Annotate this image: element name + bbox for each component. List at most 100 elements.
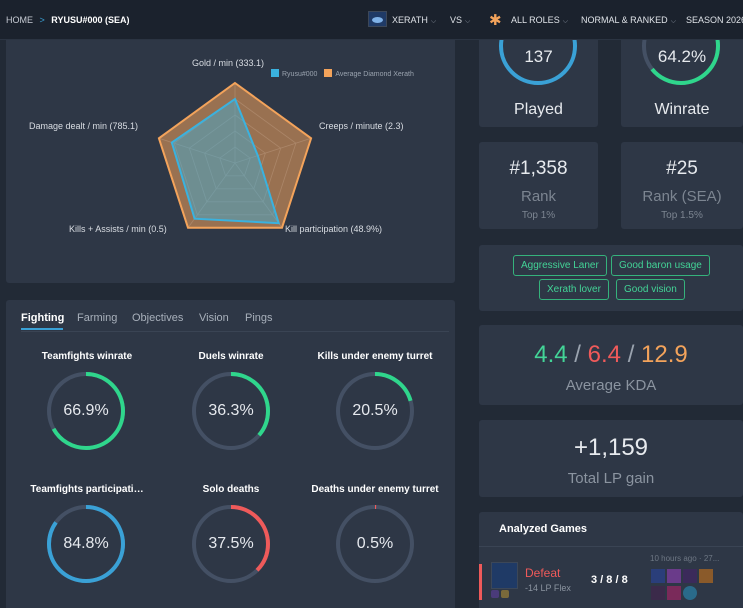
spell-icon: [501, 590, 509, 598]
champion-avatar[interactable]: [368, 11, 387, 27]
tab-farming[interactable]: Farming: [77, 312, 118, 324]
ring-duels-winrate: [192, 372, 270, 450]
ring-progress: [336, 372, 414, 450]
winrate-card: 64.2% Winrate: [621, 40, 743, 127]
legend-item-player: Ryusu#000: [271, 69, 318, 78]
vs-dropdown[interactable]: VS ⌵: [450, 15, 470, 26]
trinket-icon: [683, 586, 697, 600]
rank-region-value: #25: [666, 158, 698, 179]
stat-title-kills-under-turret: Kills under enemy turret: [317, 351, 433, 362]
ring-progress: [192, 372, 270, 450]
winrate-ring: [642, 40, 720, 85]
ring-progress: [192, 505, 270, 583]
radar-label-kill-participation: Kill participation (48.9%): [285, 224, 383, 234]
rank-region-label: Rank (SEA): [642, 188, 722, 205]
radar-series-average: [157, 81, 313, 229]
stat-title-deaths-under-turret: Deaths under enemy turret: [311, 484, 439, 495]
ring-teamfights-winrate: [47, 372, 125, 450]
rank-region-sub: Top 1.5%: [661, 210, 703, 221]
stat-value-deaths-under-turret: 0.5%: [356, 535, 394, 552]
radar-label-kills-assists: Kills + Assists / min (0.5): [69, 224, 167, 234]
chevron-down-icon: ⌵: [562, 18, 569, 25]
game-time: 10 hours ago · 27...: [650, 554, 720, 563]
kda-deaths: 6.4: [587, 341, 622, 368]
ring-progress: [47, 372, 125, 450]
game-row[interactable]: Defeat -14 LP Flex 3 / 8 / 8: [479, 562, 743, 608]
game-result: Defeat: [525, 566, 561, 580]
item-icon: [667, 569, 681, 583]
tags-card: Aggressive Laner Good baron usage Xerath…: [479, 245, 743, 311]
radar-label-creeps: Creeps / minute (2.3): [319, 121, 404, 131]
breadcrumb-current: RYUSU#000 (SEA): [51, 15, 130, 25]
rank-label: Rank: [520, 188, 557, 205]
legend-label-player: Ryusu#000: [282, 71, 318, 78]
kda-separator: /: [627, 341, 635, 368]
kda-assists: 12.9: [641, 341, 688, 368]
rank-region-card: #25 Rank (SEA) Top 1.5%: [621, 142, 743, 229]
ring-progress: [336, 505, 414, 583]
radar-series-player: [170, 97, 281, 225]
rank-card: #1,358 Rank Top 1%: [479, 142, 598, 229]
tag-good-baron-usage: Good baron usage: [611, 255, 710, 276]
roles-dropdown[interactable]: ALL ROLES ⌵: [511, 15, 568, 26]
radar-chart-panel: Ryusu#000 Average Diamond Xerath Gold / …: [6, 40, 455, 311]
radar-label-gold: Gold / min (333.1): [192, 58, 265, 68]
lp-card: +1,159 Total LP gain: [479, 420, 743, 497]
stat-title-teamfights-participation: Teamfights participati…: [30, 484, 144, 495]
item-icon: [683, 569, 697, 583]
breadcrumb-separator: >: [39, 15, 45, 25]
divider: [479, 546, 743, 547]
played-label: Played: [514, 101, 563, 118]
stat-value-teamfights-participation: 84.8%: [63, 535, 109, 552]
tag-xerath-lover: Xerath lover: [539, 279, 609, 300]
season-dropdown[interactable]: SEASON 2026: [686, 15, 743, 25]
winrate-value: 64.2%: [657, 47, 707, 66]
legend-item-average: Average Diamond Xerath: [324, 69, 414, 78]
active-tab-indicator: [21, 328, 63, 330]
defeat-indicator: [479, 564, 482, 600]
kda-line: 4.4 / 6.4 / 12.9: [479, 341, 743, 369]
queue-label: NORMAL & RANKED: [581, 15, 668, 25]
radar-legend: Ryusu#000 Average Diamond Xerath: [271, 69, 414, 78]
stat-value-solo-deaths: 37.5%: [208, 535, 254, 552]
tag-good-vision: Good vision: [616, 279, 685, 300]
chevron-down-icon: ⌵: [670, 18, 676, 25]
played-ring: [499, 40, 577, 85]
all-roles-icon: ✱: [489, 12, 502, 29]
ring-solo-deaths: [192, 505, 270, 583]
stat-value-duels-winrate: 36.3%: [208, 402, 254, 419]
legend-swatch-average: [324, 69, 333, 77]
ring-deaths-under-turret: [336, 505, 414, 583]
roles-label: ALL ROLES: [511, 15, 560, 25]
tab-pings[interactable]: Pings: [245, 312, 273, 324]
stats-panel: [6, 300, 455, 608]
chevron-down-icon: ⌵: [465, 18, 471, 25]
tab-objectives[interactable]: Objectives: [132, 312, 184, 324]
breadcrumb: HOME > RYUSU#000 (SEA): [6, 15, 130, 25]
stat-title-teamfights-winrate: Teamfights winrate: [41, 351, 133, 362]
stat-title-solo-deaths: Solo deaths: [202, 484, 260, 495]
radar-chart: [157, 81, 313, 229]
tab-vision[interactable]: Vision: [199, 312, 229, 324]
ring-progress: [47, 505, 125, 583]
queue-dropdown[interactable]: NORMAL & RANKED ⌵: [581, 15, 676, 26]
legend-label-average: Average Diamond Xerath: [335, 71, 414, 78]
champion-dropdown[interactable]: XERATH ⌵: [392, 15, 436, 26]
played-value: 137: [524, 47, 553, 66]
stat-title-duels-winrate: Duels winrate: [198, 351, 264, 362]
tab-fighting[interactable]: Fighting: [21, 312, 65, 324]
breadcrumb-home[interactable]: HOME: [6, 15, 33, 25]
stat-value-teamfights-winrate: 66.9%: [63, 402, 109, 419]
item-icon: [651, 586, 665, 600]
item-icon: [651, 569, 665, 583]
ring-kills-under-turret: [336, 372, 414, 450]
item-icon: [699, 569, 713, 583]
legend-swatch-player: [271, 69, 279, 77]
rank-value: #1,358: [509, 158, 568, 179]
kda-label: Average KDA: [565, 377, 657, 394]
champion-icon: [491, 562, 518, 589]
champion-label: XERATH: [392, 15, 428, 25]
played-card: 137 Played: [479, 40, 598, 127]
vs-label: VS: [450, 15, 463, 25]
lp-value: +1,159: [573, 434, 649, 461]
